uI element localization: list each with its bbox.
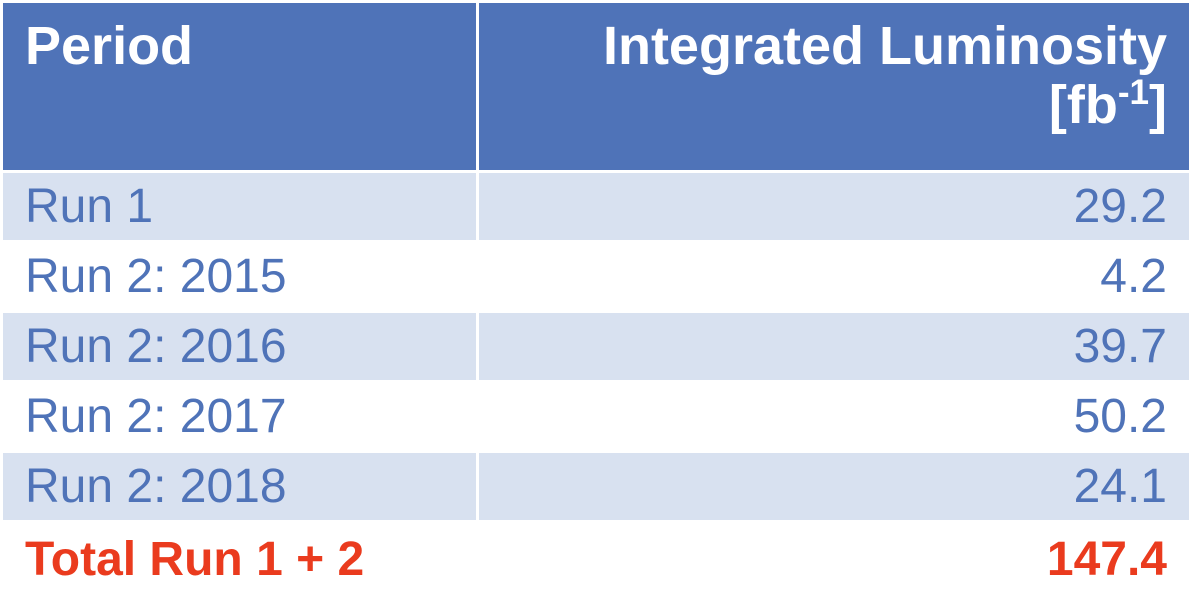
table-row: Run 2: 2018 24.1 (2, 452, 1191, 522)
cell-period: Run 2: 2015 (2, 242, 478, 312)
table-header-row: Period Integrated Luminosity [fb-1] (2, 2, 1191, 172)
cell-period: Run 2: 2016 (2, 312, 478, 382)
column-header-luminosity: Integrated Luminosity [fb-1] (477, 2, 1190, 172)
column-header-period: Period (2, 2, 478, 172)
cell-luminosity: 50.2 (477, 382, 1190, 452)
cell-total-period: Total Run 1 + 2 (2, 522, 478, 598)
cell-luminosity: 24.1 (477, 452, 1190, 522)
column-header-luminosity-unit: [fb-1] (1049, 75, 1167, 135)
table-row: Run 2: 2016 39.7 (2, 312, 1191, 382)
cell-period: Run 1 (2, 172, 478, 242)
luminosity-table: Period Integrated Luminosity [fb-1] Run … (0, 0, 1192, 599)
table-row-total: Total Run 1 + 2 147.4 (2, 522, 1191, 598)
table-row: Run 2: 2015 4.2 (2, 242, 1191, 312)
cell-luminosity: 4.2 (477, 242, 1190, 312)
cell-period: Run 2: 2018 (2, 452, 478, 522)
cell-luminosity: 39.7 (477, 312, 1190, 382)
table-row: Run 1 29.2 (2, 172, 1191, 242)
column-header-luminosity-line1: Integrated Luminosity (603, 16, 1167, 76)
cell-total-luminosity: 147.4 (477, 522, 1190, 598)
cell-luminosity: 29.2 (477, 172, 1190, 242)
table-row: Run 2: 2017 50.2 (2, 382, 1191, 452)
cell-period: Run 2: 2017 (2, 382, 478, 452)
